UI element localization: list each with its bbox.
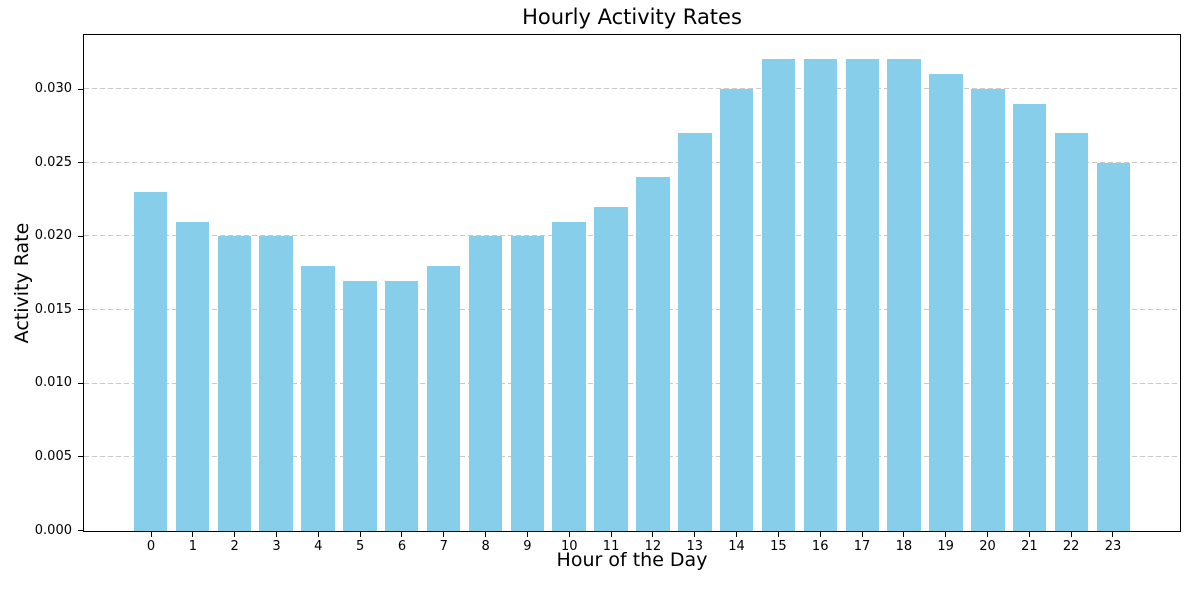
bar-hour-9 (510, 236, 545, 531)
bar-hour-14 (719, 88, 754, 531)
bar-hour-7 (426, 265, 461, 531)
x-tick-mark (485, 532, 487, 537)
y-tick-label: 0.025 (34, 154, 72, 170)
x-tick-mark (275, 532, 277, 537)
bar-hour-10 (552, 221, 586, 531)
y-tick-label: 0.030 (34, 81, 72, 97)
chart-title: Hourly Activity Rates (522, 5, 742, 29)
bar-hour-4 (301, 265, 335, 531)
x-tick-mark (945, 532, 947, 537)
x-tick-mark (903, 532, 905, 537)
x-tick-mark (652, 532, 654, 537)
gridline (84, 87, 1180, 89)
x-tick-mark (401, 532, 403, 537)
x-tick-mark (150, 532, 152, 537)
bar-hour-18 (887, 59, 921, 531)
bar-hour-20 (971, 88, 1005, 531)
x-tick-mark (987, 532, 989, 537)
bar-hour-22 (1054, 133, 1089, 531)
x-tick-mark (568, 532, 570, 537)
gridline (84, 308, 1180, 310)
x-tick-mark (443, 532, 445, 537)
gridline (84, 456, 1180, 458)
x-tick-mark (777, 532, 779, 537)
x-tick-mark (1070, 532, 1072, 537)
y-tick-label: 0.010 (34, 375, 72, 391)
x-tick-mark (192, 532, 194, 537)
x-tick-mark (359, 532, 361, 537)
bar-hour-12 (636, 177, 670, 531)
bar-hour-21 (1012, 103, 1047, 531)
bar-hour-0 (133, 192, 168, 531)
x-tick-mark (1112, 532, 1114, 537)
x-tick-mark (317, 532, 319, 537)
bar-hour-16 (803, 59, 838, 531)
x-tick-mark (736, 532, 738, 537)
x-tick-mark (861, 532, 863, 537)
x-tick-mark (610, 532, 612, 537)
bar-hour-3 (259, 236, 293, 531)
y-axis-label: Activity Rate (11, 222, 33, 344)
x-tick-mark (819, 532, 821, 537)
bar-hour-15 (761, 59, 796, 531)
x-tick-mark (694, 532, 696, 537)
bar-hour-2 (217, 236, 252, 531)
gridline (84, 382, 1180, 384)
bar-hour-19 (929, 74, 963, 531)
bar-hour-1 (175, 221, 210, 531)
bar-hour-23 (1096, 162, 1131, 531)
x-tick-mark (1028, 532, 1030, 537)
x-tick-mark (234, 532, 236, 537)
gridline (84, 161, 1180, 163)
gridline (84, 235, 1180, 237)
y-tick-label: 0.000 (34, 522, 72, 538)
bar-hour-5 (343, 280, 377, 531)
plot-area (83, 34, 1181, 532)
x-axis-label: Hour of the Day (556, 549, 708, 571)
bar-hour-17 (845, 59, 879, 531)
bar-hour-6 (385, 280, 419, 531)
bar-hour-13 (678, 133, 712, 531)
x-tick-mark (526, 532, 528, 537)
y-tick-label: 0.005 (34, 448, 72, 464)
bar-hour-11 (594, 206, 628, 531)
bar-hour-8 (468, 236, 503, 531)
